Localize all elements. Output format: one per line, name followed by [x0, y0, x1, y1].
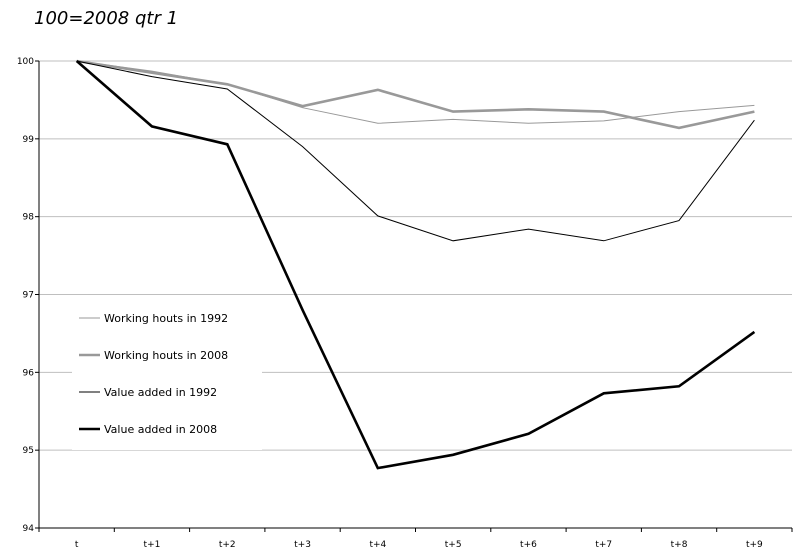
y-tick-label: 96: [23, 368, 35, 378]
x-tick-label: t+2: [219, 540, 236, 550]
legend-label: Working houts in 2008: [104, 349, 228, 362]
series-line-2: [76, 59, 755, 130]
x-tick-label: t+1: [144, 540, 161, 550]
y-tick-label: 98: [23, 213, 35, 223]
x-tick-label: t+8: [671, 540, 688, 550]
gridlines: [39, 60, 792, 451]
series-line-4: [75, 60, 756, 470]
x-tick-label: t+4: [369, 540, 386, 550]
legend-label: Working houts in 1992: [104, 312, 228, 325]
y-tick-label: 97: [23, 291, 34, 301]
legend-label: Value added in 2008: [104, 423, 217, 436]
series-line-1: [76, 60, 755, 124]
y-axis-ticks: 94 95 96 97 98 99 100: [17, 57, 39, 534]
y-tick-label: 94: [23, 524, 35, 534]
series-lines: [75, 59, 756, 470]
x-tick-label: t+9: [746, 540, 763, 550]
x-tick-label: t+6: [520, 540, 537, 550]
series-line-3: [76, 60, 755, 242]
x-axis-ticks: t t+1 t+2 t+3 t+4 t+5 t+6 t+7 t+8 t+9: [38, 528, 793, 550]
x-tick-label: t: [75, 540, 79, 550]
legend: Working houts in 1992 Working houts in 20…: [72, 302, 262, 450]
y-tick-label: 99: [23, 135, 35, 145]
legend-label: Value added in 1992: [104, 386, 217, 399]
legend-box: [72, 302, 262, 450]
x-tick-label: t+3: [294, 540, 311, 550]
x-tick-label: t+5: [445, 540, 462, 550]
y-tick-label: 95: [23, 446, 34, 456]
x-tick-label: t+7: [595, 540, 612, 550]
chart-subtitle: 100=2008 qtr 1: [34, 8, 179, 29]
y-tick-label: 100: [17, 57, 34, 67]
